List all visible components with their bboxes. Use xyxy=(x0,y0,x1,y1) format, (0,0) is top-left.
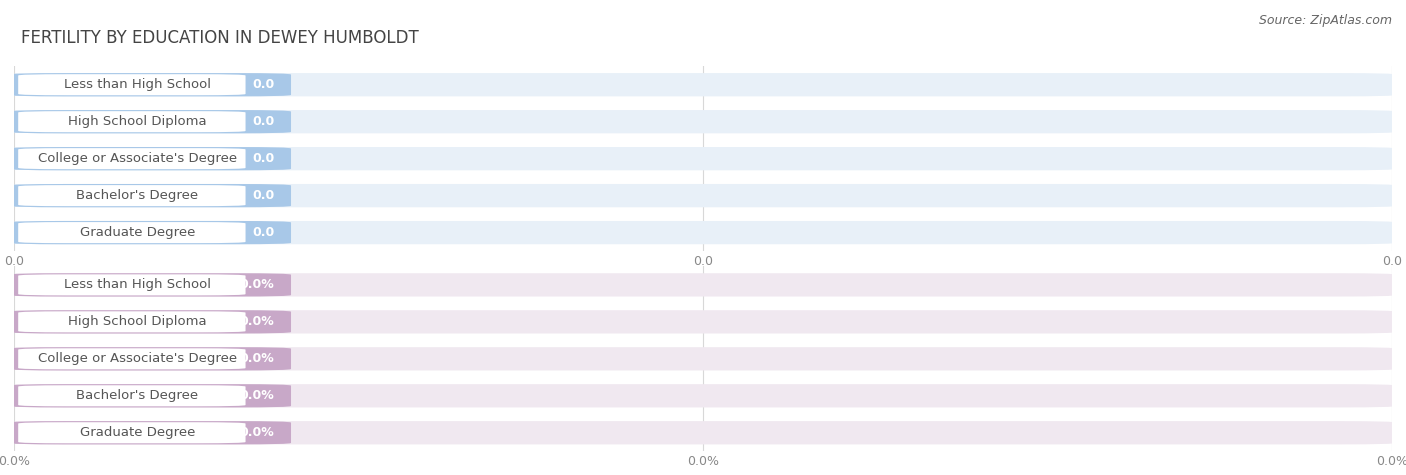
FancyBboxPatch shape xyxy=(18,275,246,295)
FancyBboxPatch shape xyxy=(8,310,1396,333)
Text: Graduate Degree: Graduate Degree xyxy=(80,426,195,439)
Text: Less than High School: Less than High School xyxy=(63,78,211,91)
Text: College or Associate's Degree: College or Associate's Degree xyxy=(38,152,238,165)
Text: High School Diploma: High School Diploma xyxy=(67,315,207,328)
FancyBboxPatch shape xyxy=(8,110,291,133)
FancyBboxPatch shape xyxy=(8,273,291,296)
FancyBboxPatch shape xyxy=(18,185,246,206)
FancyBboxPatch shape xyxy=(8,273,1396,296)
Text: Less than High School: Less than High School xyxy=(63,278,211,291)
Text: 0.0%: 0.0% xyxy=(240,315,274,328)
Text: 0.0: 0.0 xyxy=(252,78,274,91)
FancyBboxPatch shape xyxy=(8,221,291,244)
FancyBboxPatch shape xyxy=(8,147,291,171)
FancyBboxPatch shape xyxy=(8,421,291,445)
FancyBboxPatch shape xyxy=(8,184,291,207)
FancyBboxPatch shape xyxy=(18,385,246,406)
Text: High School Diploma: High School Diploma xyxy=(67,115,207,128)
Text: 0.0%: 0.0% xyxy=(240,278,274,291)
FancyBboxPatch shape xyxy=(18,148,246,169)
FancyBboxPatch shape xyxy=(8,310,291,333)
FancyBboxPatch shape xyxy=(18,422,246,443)
Text: 0.0: 0.0 xyxy=(252,115,274,128)
FancyBboxPatch shape xyxy=(18,311,246,332)
FancyBboxPatch shape xyxy=(18,74,246,95)
Text: 0.0%: 0.0% xyxy=(240,426,274,439)
Text: Graduate Degree: Graduate Degree xyxy=(80,226,195,239)
FancyBboxPatch shape xyxy=(8,347,291,370)
FancyBboxPatch shape xyxy=(8,384,1396,408)
Text: 0.0%: 0.0% xyxy=(240,390,274,402)
FancyBboxPatch shape xyxy=(8,147,1396,171)
FancyBboxPatch shape xyxy=(8,184,1396,207)
FancyBboxPatch shape xyxy=(18,111,246,132)
Text: 0.0: 0.0 xyxy=(252,189,274,202)
FancyBboxPatch shape xyxy=(8,421,1396,445)
FancyBboxPatch shape xyxy=(8,73,291,96)
FancyBboxPatch shape xyxy=(8,384,291,408)
Text: College or Associate's Degree: College or Associate's Degree xyxy=(38,352,238,365)
Text: 0.0: 0.0 xyxy=(252,152,274,165)
Text: FERTILITY BY EDUCATION IN DEWEY HUMBOLDT: FERTILITY BY EDUCATION IN DEWEY HUMBOLDT xyxy=(21,29,419,47)
FancyBboxPatch shape xyxy=(18,348,246,370)
FancyBboxPatch shape xyxy=(8,221,1396,244)
FancyBboxPatch shape xyxy=(18,222,246,243)
FancyBboxPatch shape xyxy=(8,73,1396,96)
Text: Source: ZipAtlas.com: Source: ZipAtlas.com xyxy=(1258,14,1392,27)
Text: Bachelor's Degree: Bachelor's Degree xyxy=(76,390,198,402)
Text: 0.0: 0.0 xyxy=(252,226,274,239)
Text: Bachelor's Degree: Bachelor's Degree xyxy=(76,189,198,202)
Text: 0.0%: 0.0% xyxy=(240,352,274,365)
FancyBboxPatch shape xyxy=(8,110,1396,133)
FancyBboxPatch shape xyxy=(8,347,1396,370)
